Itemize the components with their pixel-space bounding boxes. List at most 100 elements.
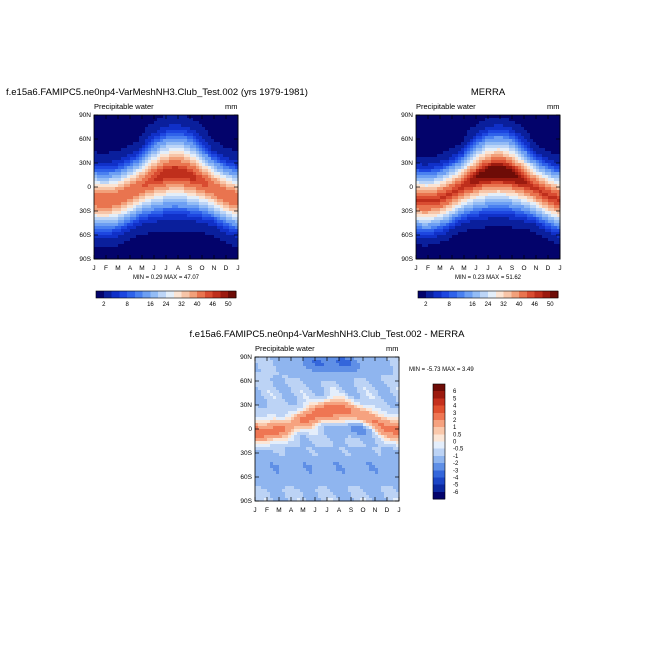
heatmap-cell <box>232 202 236 206</box>
heatmap-cell <box>118 178 122 182</box>
heatmap-cell <box>476 217 480 221</box>
heatmap-cell <box>130 244 134 248</box>
heatmap-cell <box>184 190 188 194</box>
heatmap-cell <box>530 130 534 134</box>
heatmap-cell <box>232 130 236 134</box>
heatmap-cell <box>416 190 420 194</box>
heatmap-cell <box>211 196 215 200</box>
heatmap-cell <box>437 244 441 248</box>
heatmap-cell <box>476 133 480 137</box>
heatmap-cell <box>160 238 164 242</box>
heatmap-cell <box>470 136 474 140</box>
heatmap-cell <box>145 127 149 131</box>
heatmap-cell <box>261 486 265 490</box>
heatmap-cell <box>151 232 155 236</box>
heatmap-cell <box>258 453 262 457</box>
heatmap-cell <box>208 121 212 125</box>
heatmap-cell <box>467 187 471 191</box>
heatmap-cell <box>175 181 179 185</box>
heatmap-cell <box>494 208 498 212</box>
heatmap-cell <box>419 136 423 140</box>
heatmap-cell <box>133 142 137 146</box>
heatmap-cell <box>208 172 212 176</box>
heatmap-cell <box>226 214 230 218</box>
heatmap-cell <box>491 127 495 131</box>
heatmap-cell <box>184 205 188 209</box>
heatmap-cell <box>473 133 477 137</box>
heatmap-cell <box>503 220 507 224</box>
heatmap-cell <box>133 175 137 179</box>
heatmap-cell <box>467 163 471 167</box>
heatmap-cell <box>264 369 268 373</box>
heatmap-cell <box>184 121 188 125</box>
heatmap-cell <box>121 151 125 155</box>
heatmap-cell <box>419 238 423 242</box>
heatmap-cell <box>455 193 459 197</box>
heatmap-cell <box>208 211 212 215</box>
heatmap-cell <box>232 214 236 218</box>
heatmap-cell <box>261 423 265 427</box>
heatmap-cell <box>190 121 194 125</box>
heatmap-cell <box>154 229 158 233</box>
heatmap-cell <box>470 172 474 176</box>
heatmap-cell <box>485 148 489 152</box>
heatmap-cell <box>416 145 420 149</box>
heatmap-cell <box>542 244 546 248</box>
heatmap-cell <box>530 229 534 233</box>
heatmap-cell <box>202 184 206 188</box>
heatmap-cell <box>202 214 206 218</box>
heatmap-cell <box>428 154 432 158</box>
heatmap-cell <box>196 247 200 251</box>
heatmap-cell <box>536 115 540 119</box>
heatmap-cell <box>214 175 218 179</box>
heatmap-cell <box>127 199 131 203</box>
heatmap-cell <box>506 172 510 176</box>
heatmap-cell <box>500 121 504 125</box>
heatmap-cell <box>151 181 155 185</box>
heatmap-cell <box>127 121 131 125</box>
heatmap-cell <box>416 160 420 164</box>
heatmap-cell <box>533 157 537 161</box>
heatmap-cell <box>515 250 519 254</box>
heatmap-cell <box>494 214 498 218</box>
heatmap-cell <box>193 166 197 170</box>
heatmap-cell <box>491 193 495 197</box>
heatmap-cell <box>536 217 540 221</box>
heatmap-cell <box>255 369 259 373</box>
heatmap-cell <box>431 154 435 158</box>
heatmap-cell <box>548 256 552 260</box>
heatmap-cell <box>533 136 537 140</box>
heatmap-cell <box>533 205 537 209</box>
heatmap-cell <box>109 127 113 131</box>
heatmap-cell <box>172 220 176 224</box>
heatmap-cell <box>190 199 194 203</box>
heatmap-cell <box>515 184 519 188</box>
heatmap-cell <box>518 127 522 131</box>
heatmap-cell <box>443 253 447 257</box>
heatmap-cell <box>157 199 161 203</box>
heatmap-cell <box>139 115 143 119</box>
heatmap-cell <box>416 211 420 215</box>
heatmap-cell <box>437 175 441 179</box>
heatmap-cell <box>193 223 197 227</box>
heatmap-cell <box>181 166 185 170</box>
heatmap-cell <box>554 124 558 128</box>
heatmap-cell <box>476 142 480 146</box>
heatmap-cell <box>255 405 259 409</box>
heatmap-cell <box>536 190 540 194</box>
heatmap-cell <box>202 229 206 233</box>
heatmap-cell <box>157 241 161 245</box>
heatmap-cell <box>163 133 167 137</box>
heatmap-cell <box>422 199 426 203</box>
heatmap-cell <box>136 217 140 221</box>
heatmap-cell <box>103 232 107 236</box>
heatmap-cell <box>94 202 98 206</box>
heatmap-cell <box>416 142 420 146</box>
heatmap-cell <box>557 226 561 230</box>
heatmap-cell <box>494 229 498 233</box>
heatmap-cell <box>118 256 122 260</box>
heatmap-cell <box>208 205 212 209</box>
heatmap-cell <box>166 145 170 149</box>
heatmap-cell <box>446 226 450 230</box>
heatmap-cell <box>145 217 149 221</box>
